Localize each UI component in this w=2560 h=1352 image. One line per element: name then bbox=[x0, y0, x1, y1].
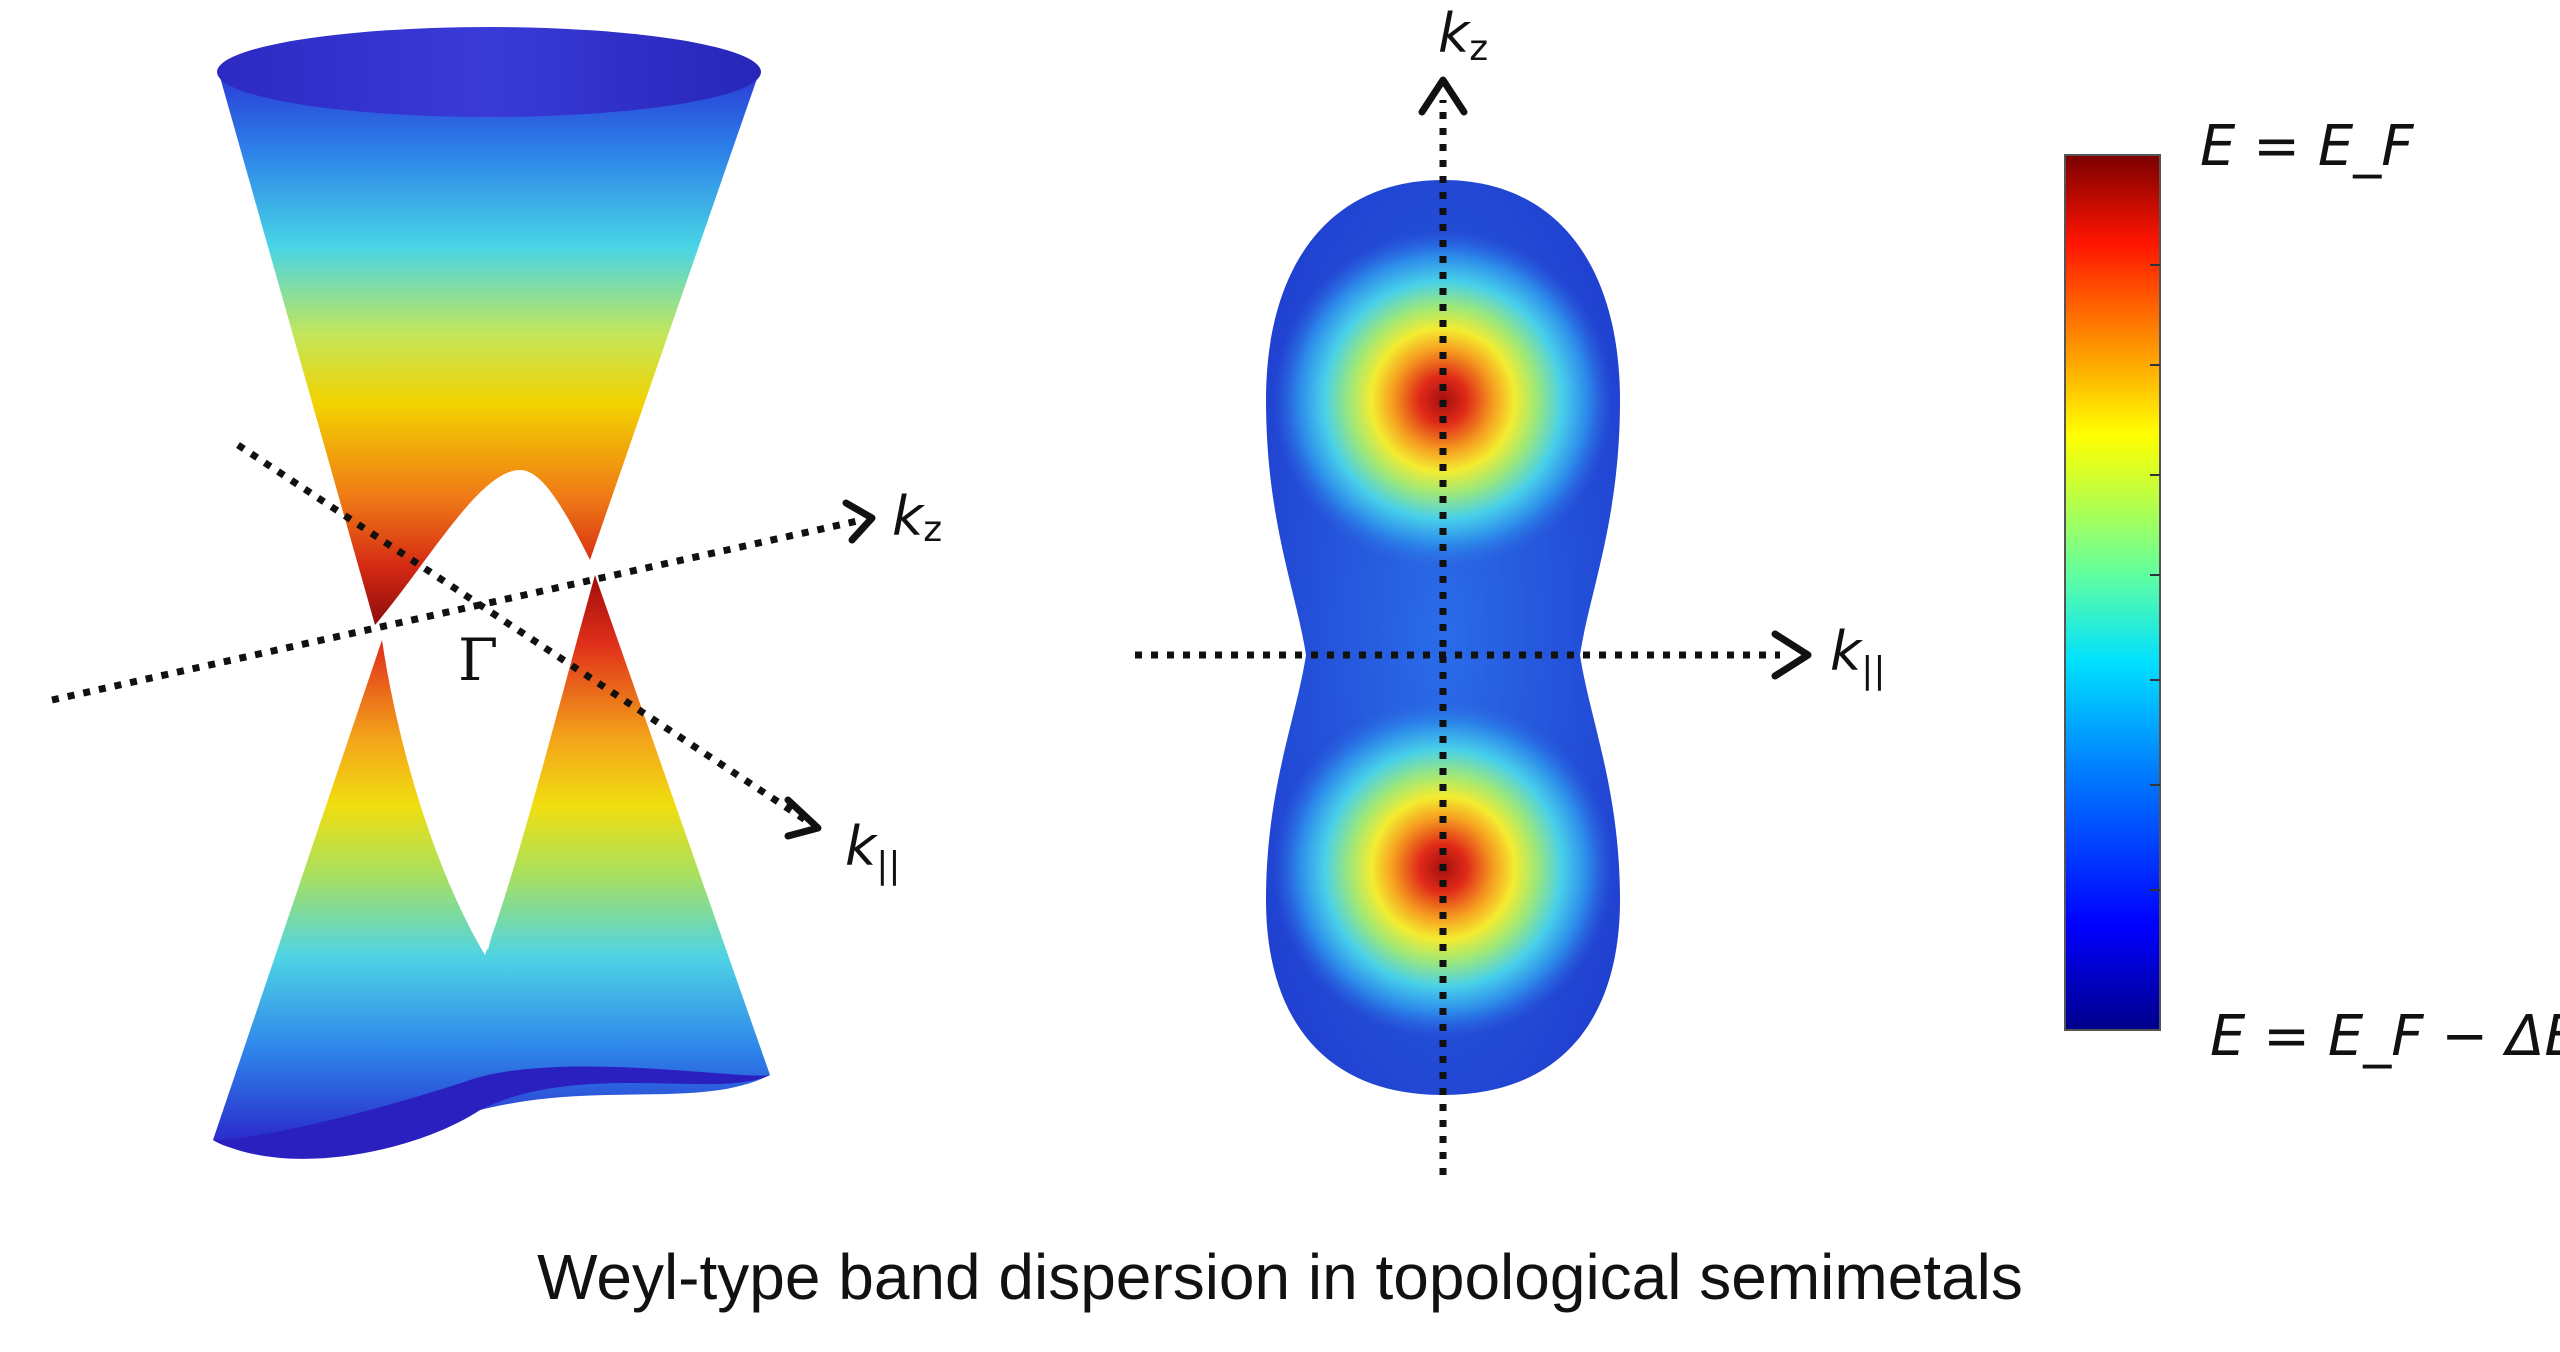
lower-cone bbox=[213, 575, 770, 1153]
left-kz-label: kz bbox=[892, 485, 942, 550]
colorbar-gradient bbox=[2064, 154, 2161, 1031]
left-kz-axis bbox=[51, 516, 863, 704]
left-kz-arrowhead bbox=[842, 499, 876, 544]
figure-caption: Weyl-type band dispersion in topological… bbox=[537, 1241, 2023, 1313]
upper-cone-rim bbox=[217, 27, 761, 117]
colorbar-ticks bbox=[2150, 264, 2160, 891]
left-panel: kz k|| Γ bbox=[51, 27, 942, 1159]
gamma-point-label: Γ bbox=[458, 626, 498, 694]
middle-kpar-label: k|| bbox=[1830, 620, 1886, 691]
left-kpar-arrowhead bbox=[784, 796, 822, 840]
left-kpar-axis bbox=[236, 442, 812, 826]
lower-cone-base bbox=[213, 1066, 770, 1159]
left-kpar-label: k|| bbox=[845, 815, 901, 886]
middle-kpar-arrowhead bbox=[1771, 630, 1812, 680]
upper-cone bbox=[218, 43, 760, 625]
middle-kz-label: kz bbox=[1438, 2, 1488, 69]
middle-panel: kz k|| bbox=[1135, 2, 1886, 1175]
colorbar: E = E_F E = E_F − ΔE bbox=[2064, 114, 2560, 1069]
colorbar-bottom-label: E = E_F − ΔE bbox=[2210, 1004, 2560, 1069]
colorbar-top-label: E = E_F bbox=[2200, 114, 2414, 179]
middle-kz-arrowhead bbox=[1418, 76, 1468, 116]
